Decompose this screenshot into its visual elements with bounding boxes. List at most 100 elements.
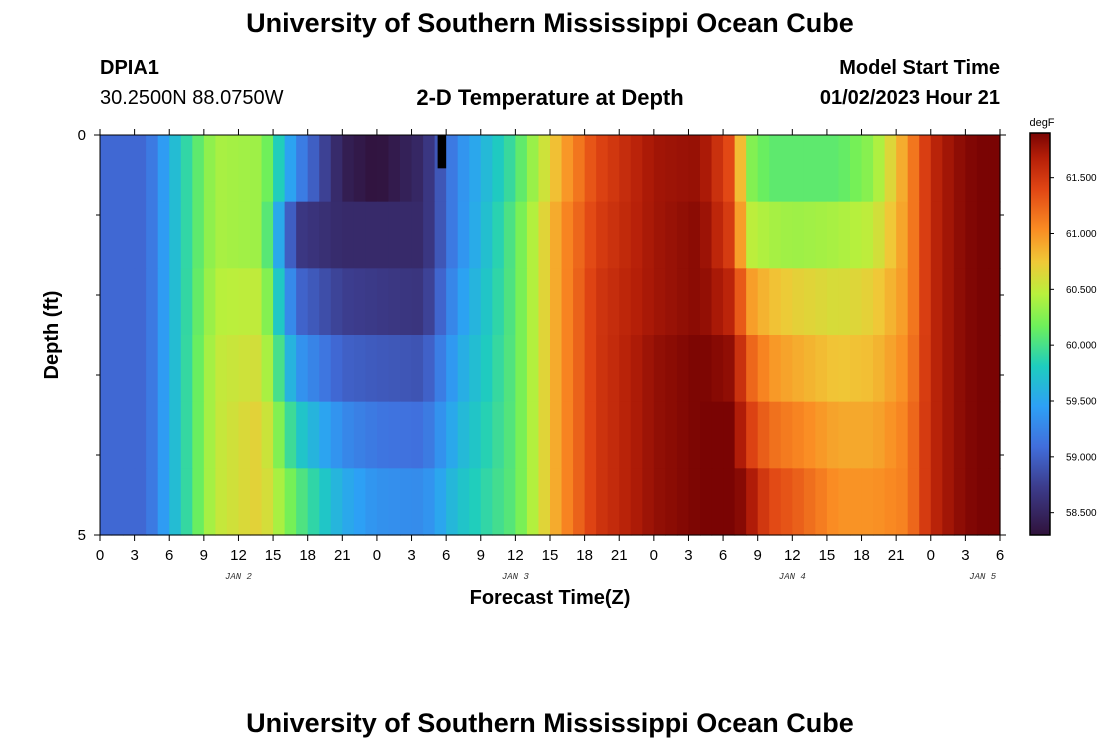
colorbar-tick-label: 60.500 <box>1066 285 1097 296</box>
heatmap-cell <box>411 201 424 269</box>
heatmap-cell <box>723 268 736 336</box>
heatmap-cell <box>803 135 816 203</box>
heatmap-cell <box>965 201 978 269</box>
heatmap-cell <box>780 335 793 403</box>
x-tick-label: 3 <box>684 547 692 564</box>
heatmap-cell <box>284 268 297 336</box>
x-tick-label: 18 <box>853 547 870 564</box>
heatmap-cell <box>676 468 690 536</box>
heatmap-cell <box>723 468 736 536</box>
x-date-label: JAN 3 <box>502 572 530 582</box>
heatmap-cell <box>353 268 366 336</box>
heatmap-cell <box>100 468 113 536</box>
heatmap-cell <box>930 135 943 203</box>
heatmap-cell <box>492 468 505 536</box>
heatmap-cell <box>434 268 447 336</box>
heatmap-cell <box>826 401 840 469</box>
heatmap-cell <box>861 201 874 269</box>
heatmap-cell <box>907 335 920 403</box>
heatmap-cell <box>100 335 113 403</box>
x-tick-label: 9 <box>754 547 762 564</box>
heatmap-cell <box>388 468 401 536</box>
heatmap-cell <box>653 335 666 403</box>
heatmap-cell <box>838 335 851 403</box>
heatmap-cell <box>630 135 643 203</box>
heatmap-cell <box>469 135 482 203</box>
heatmap-cell <box>711 135 724 203</box>
heatmap-cell <box>607 401 620 469</box>
heatmap-cell <box>550 135 563 203</box>
heatmap-cell <box>861 468 874 536</box>
heatmap-cell <box>400 135 413 203</box>
heatmap-cell <box>192 268 205 336</box>
heatmap-cell <box>780 401 793 469</box>
x-tick-label: 21 <box>611 547 628 564</box>
heatmap-cell <box>388 135 401 203</box>
heatmap-cell <box>700 135 713 203</box>
heatmap-cell <box>330 268 343 336</box>
heatmap-cell <box>815 401 828 469</box>
heatmap-cell <box>492 335 505 403</box>
heatmap-cell <box>873 135 886 203</box>
heatmap-cell <box>965 335 978 403</box>
heatmap-cell <box>446 468 459 536</box>
heatmap-cell <box>653 468 666 536</box>
footer-title: University of Southern Mississippi Ocean… <box>246 708 854 738</box>
heatmap-cell <box>180 335 193 403</box>
heatmap-cell <box>319 335 332 403</box>
temperature-heatmap-chart: 0 3 6 9 12 15 18 21 0 3 6 9 12 15 18 21 0 3 6 9 12 15 18 21 0 3 6 J… <box>41 117 1097 609</box>
heatmap-cell <box>538 135 551 203</box>
heatmap-cell <box>446 335 459 403</box>
heatmap-cell <box>192 468 205 536</box>
heatmap-cell <box>642 268 655 336</box>
heatmap-cell <box>907 468 920 536</box>
heatmap-cell <box>734 335 747 403</box>
heatmap-cell <box>561 401 574 469</box>
heatmap-cell <box>607 468 620 536</box>
heatmap-cell <box>826 135 840 203</box>
heatmap-cell <box>665 201 678 269</box>
heatmap-cell <box>757 135 770 203</box>
heatmap-cell <box>976 401 990 469</box>
heatmap-cell <box>538 268 551 336</box>
x-tick-label: 9 <box>477 547 485 564</box>
colorbar-tick-label: 61.000 <box>1066 229 1097 240</box>
x-tick-label: 18 <box>299 547 316 564</box>
heatmap-cell <box>400 201 413 269</box>
heatmap-cell <box>953 135 966 203</box>
colorbar-tick-label: 59.500 <box>1066 397 1097 408</box>
heatmap-cell <box>134 335 147 403</box>
heatmap-cell <box>526 335 540 403</box>
heatmap-cell <box>873 335 886 403</box>
heatmap-cell <box>515 135 528 203</box>
heatmap-cell <box>942 401 955 469</box>
heatmap-cell <box>850 268 863 336</box>
heatmap-cell <box>665 335 678 403</box>
x-tick-label: 9 <box>200 547 208 564</box>
heatmap-cell <box>688 468 701 536</box>
heatmap-cell <box>676 201 690 269</box>
heatmap-cell <box>538 201 551 269</box>
heatmap-cell <box>653 201 666 269</box>
heatmap-cell <box>584 201 597 269</box>
heatmap-cell <box>792 401 805 469</box>
heatmap-cell <box>976 468 990 536</box>
heatmap-cell <box>250 201 263 269</box>
heatmap-cell <box>215 268 228 336</box>
heatmap-cell <box>123 335 136 403</box>
heatmap-cell <box>503 268 516 336</box>
missing-data-cell <box>437 135 447 169</box>
heatmap-cell <box>192 135 205 203</box>
heatmap-cell <box>238 268 251 336</box>
heatmap-cell <box>296 135 309 203</box>
heatmap-cell <box>688 201 701 269</box>
heatmap-cell <box>953 201 966 269</box>
heatmap-cell <box>873 468 886 536</box>
heatmap-cell <box>376 201 390 269</box>
heatmap-cell <box>273 135 286 203</box>
heatmap-cell <box>226 335 240 403</box>
heatmap-cell <box>238 135 251 203</box>
colorbar-unit: degF <box>1029 117 1054 129</box>
heatmap-cell <box>146 335 159 403</box>
heatmap-cell <box>376 335 390 403</box>
